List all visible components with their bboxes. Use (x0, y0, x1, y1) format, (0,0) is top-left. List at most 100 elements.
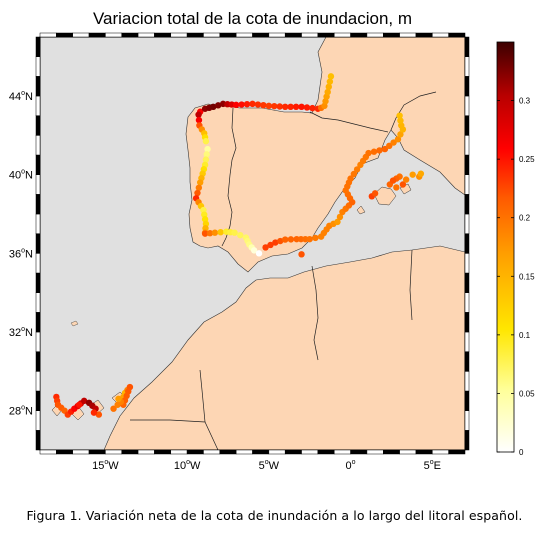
frame-segment (301, 449, 319, 455)
latitude-labels: 28oN 32oN 36oN 40oN 44oN (9, 90, 33, 418)
coastal-point (80, 397, 88, 405)
coastal-point (232, 101, 240, 109)
latitude-tick-label: 36oN (9, 247, 33, 260)
frame-segment (252, 449, 270, 455)
coastal-point (292, 103, 300, 111)
frame-segment (333, 32, 351, 38)
frame-segment (35, 253, 41, 274)
frame-segment (317, 32, 335, 38)
frame-segment (219, 32, 237, 38)
longitude-tick-label: 0o (346, 459, 356, 472)
coastal-point (298, 251, 305, 258)
coastal-point (287, 103, 294, 111)
colorbar-tick-label: 0 (519, 448, 524, 457)
coastal-point (243, 100, 251, 108)
coastal-point (393, 184, 400, 191)
coastal-point (237, 231, 244, 239)
frame-segment (88, 449, 106, 455)
coastal-point (260, 101, 267, 109)
frame-segment (170, 449, 188, 455)
ibiza-island (356, 205, 366, 215)
frame-segment (448, 449, 466, 455)
frame-segment (464, 272, 470, 293)
colorbar-tick-label: 0.2 (519, 214, 531, 223)
north-africa-landmass (103, 245, 465, 450)
frame-segment (464, 115, 470, 136)
frame-segment (464, 194, 470, 215)
coastal-point (287, 236, 295, 243)
coastal-point (277, 237, 284, 245)
country-borders (130, 91, 437, 450)
frame-segment (154, 32, 172, 38)
frame-segment (432, 32, 449, 38)
coastal-point (386, 142, 393, 150)
frame-segment (35, 154, 41, 175)
frame-segment (219, 449, 237, 455)
frame-segment (35, 76, 41, 97)
coastal-point (217, 228, 224, 236)
coastal-point (371, 190, 379, 197)
madeira-island (70, 320, 79, 327)
coastal-point (196, 179, 204, 186)
latitude-tick-label: 32oN (9, 326, 33, 339)
coastal-point (394, 136, 402, 143)
frame-segment (464, 56, 470, 77)
frame-segment (464, 430, 470, 451)
frame-segment (35, 95, 41, 116)
coastal-point (281, 236, 289, 243)
frame-segment (35, 312, 41, 333)
frame-segment (35, 135, 41, 156)
longitude-tick-label: 15oW (92, 459, 119, 472)
frame-segment (464, 312, 470, 333)
coastal-point (376, 147, 383, 154)
coastal-point (195, 184, 203, 191)
coastal-point (272, 239, 279, 246)
coastal-point (249, 100, 256, 108)
coastal-point (409, 171, 416, 178)
coastal-point (262, 244, 269, 251)
frame-segment (121, 449, 139, 455)
frame-segment (464, 95, 470, 116)
coastal-point (381, 145, 389, 153)
frame-segment (268, 32, 286, 38)
frame-segment (203, 32, 221, 38)
figure-caption: Figura 1. Variación neta de la cota de i… (26, 508, 523, 523)
frame-segment (35, 213, 41, 234)
coastal-point (90, 409, 98, 416)
frame-segment (35, 194, 41, 215)
frame-segment (35, 331, 41, 352)
coastal-point (402, 176, 410, 183)
coastal-point (396, 112, 403, 119)
frame-segment (105, 32, 122, 38)
coastal-point (298, 103, 305, 111)
map-title: Variacion total de la cota de inundacion… (92, 9, 413, 28)
colorbar-tick-label: 0.25 (519, 155, 535, 164)
coastal-point (194, 189, 201, 197)
coastal-point (281, 103, 289, 111)
coastal-point (334, 218, 341, 226)
frame-segment (464, 351, 470, 372)
frame-segment (448, 32, 466, 38)
coastal-point (324, 88, 331, 96)
latitude-tick-label: 44oN (9, 90, 33, 103)
frame-segment (464, 331, 470, 352)
frame-segment (284, 449, 302, 455)
coastal-point (353, 166, 361, 173)
frame-segment (301, 32, 319, 38)
coastal-point (202, 156, 210, 163)
latitude-tick-label: 28oN (9, 405, 33, 418)
frame-segment (383, 32, 400, 38)
frame-segment (137, 32, 155, 38)
coastal-point (76, 401, 83, 408)
colorbar-tick-label: 0.3 (519, 97, 531, 106)
frame-segment (137, 449, 155, 455)
frame-segment (186, 32, 204, 38)
coastal-point (202, 138, 210, 145)
colorbar-tick-label: 0.1 (519, 331, 531, 340)
coastal-point (390, 139, 397, 146)
coastal-point (203, 151, 210, 158)
coastal-point (201, 230, 209, 237)
frame-segment (105, 449, 122, 455)
